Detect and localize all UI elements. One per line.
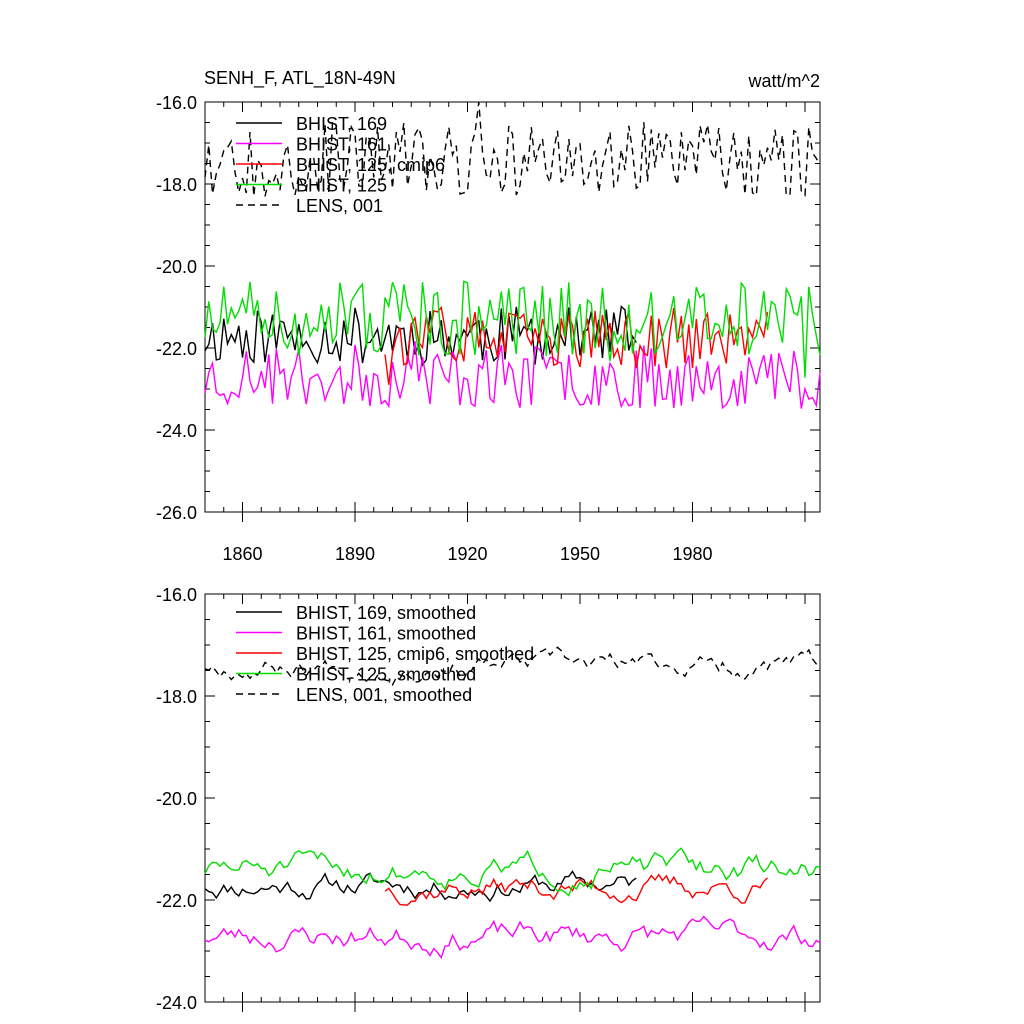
y-tick-label: -18.0 — [156, 687, 197, 707]
y-tick-label: -22.0 — [156, 339, 197, 359]
x-tick-label: 1950 — [560, 544, 600, 564]
series-line-3 — [384, 873, 768, 906]
x-tick-label: 1890 — [335, 544, 375, 564]
legend-label-2: BHIST, 161 — [296, 135, 387, 155]
x-tick-label: 1860 — [222, 544, 262, 564]
legend-label-3: BHIST, 125, cmip6, smoothed — [296, 644, 534, 664]
y-tick-label: -18.0 — [156, 175, 197, 195]
series-line-5 — [204, 646, 821, 686]
y-tick-label: -22.0 — [156, 891, 197, 911]
legend-label-4: BHIST, 125, smoothed — [296, 665, 476, 685]
y-tick-label: -16.0 — [156, 93, 197, 113]
legend-label-5: LENS, 001, smoothed — [296, 685, 472, 705]
y-tick-label: -20.0 — [156, 257, 197, 277]
y-tick-label: -26.0 — [156, 503, 197, 523]
series-line-1 — [204, 305, 637, 367]
chart-panel-2: -16.0 -18.0 -20.0 -22.0 -24.0 BHIST, 169, smo… — [156, 585, 821, 1013]
legend-label-2: BHIST, 161, smoothed — [296, 624, 476, 644]
y-tick-label: -24.0 — [156, 993, 197, 1013]
y-tick-label: -20.0 — [156, 789, 197, 809]
x-tick-label: 1920 — [447, 544, 487, 564]
legend-label-4: BHIST, 125 — [296, 176, 387, 196]
series-line-1 — [204, 870, 637, 903]
series-line-2 — [204, 915, 821, 960]
legend-label-5: LENS, 001 — [296, 196, 383, 216]
y-tick-label: -24.0 — [156, 421, 197, 441]
legend-label-1: BHIST, 169 — [296, 114, 387, 134]
series-line-4 — [204, 847, 821, 897]
series-line-4 — [204, 280, 821, 378]
chart-title-left: SENH_F, ATL_18N-49N — [204, 68, 396, 89]
series-line-2 — [204, 341, 821, 410]
legend-label-3: BHIST, 125, cmip6 — [296, 155, 445, 175]
legend-label-1: BHIST, 169, smoothed — [296, 603, 476, 623]
y-tick-label: -16.0 — [156, 585, 197, 605]
x-tick-label: 1980 — [672, 544, 712, 564]
series-line-5 — [204, 101, 821, 197]
chart-units-label: watt/m^2 — [748, 71, 820, 91]
chart-panel-1: -16.0 -18.0 -20.0 -22.0 -24.0 -26.0 1860 1890 19… — [156, 93, 821, 564]
